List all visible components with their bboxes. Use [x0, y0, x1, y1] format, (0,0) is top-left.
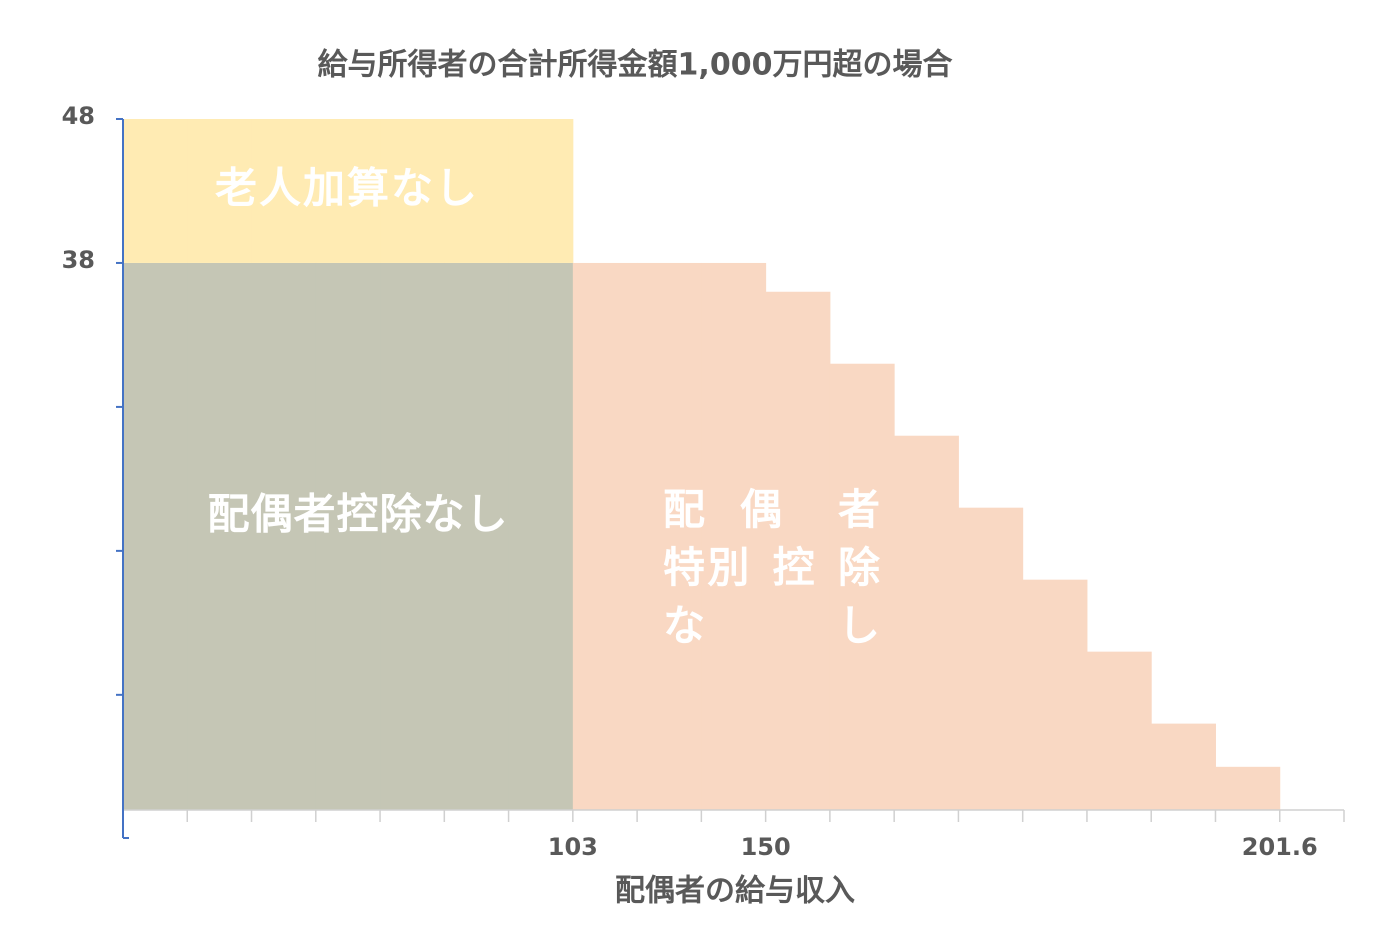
bar	[508, 262, 574, 810]
bar	[380, 262, 445, 810]
bar	[380, 119, 445, 263]
bar	[315, 262, 381, 810]
bar	[1022, 579, 1088, 810]
x-axis-label: 配偶者の給与収入	[615, 874, 855, 909]
bar	[444, 262, 510, 810]
y-tick-label: 48	[62, 102, 95, 130]
bar	[1215, 766, 1281, 810]
bar	[572, 262, 638, 810]
x-tick-label: 103	[548, 833, 598, 861]
bar	[187, 262, 253, 810]
bar	[508, 119, 574, 263]
bar	[123, 262, 188, 810]
bar	[1151, 723, 1216, 810]
bar	[894, 435, 959, 810]
bar	[251, 119, 317, 263]
region-label: 配偶者特別控除なし	[663, 485, 881, 650]
bar	[765, 291, 831, 810]
x-tick-label: 201.6	[1242, 833, 1318, 861]
x-tick-label: 150	[741, 833, 791, 861]
bars	[123, 119, 1281, 810]
bar	[829, 363, 895, 810]
y-tick-label: 38	[62, 246, 95, 274]
bar	[1086, 651, 1152, 810]
bar	[958, 507, 1024, 810]
region-label: 配偶者控除なし	[207, 490, 508, 539]
region-label: 老人加算なし	[215, 164, 479, 213]
bar	[123, 119, 188, 263]
bar	[315, 119, 381, 263]
bar	[251, 262, 317, 810]
bar	[637, 262, 702, 810]
bar	[187, 119, 253, 263]
bar	[444, 119, 510, 263]
bar	[701, 262, 767, 810]
chart-title: 給与所得者の合計所得金額1,000万円超の場合	[318, 48, 953, 83]
